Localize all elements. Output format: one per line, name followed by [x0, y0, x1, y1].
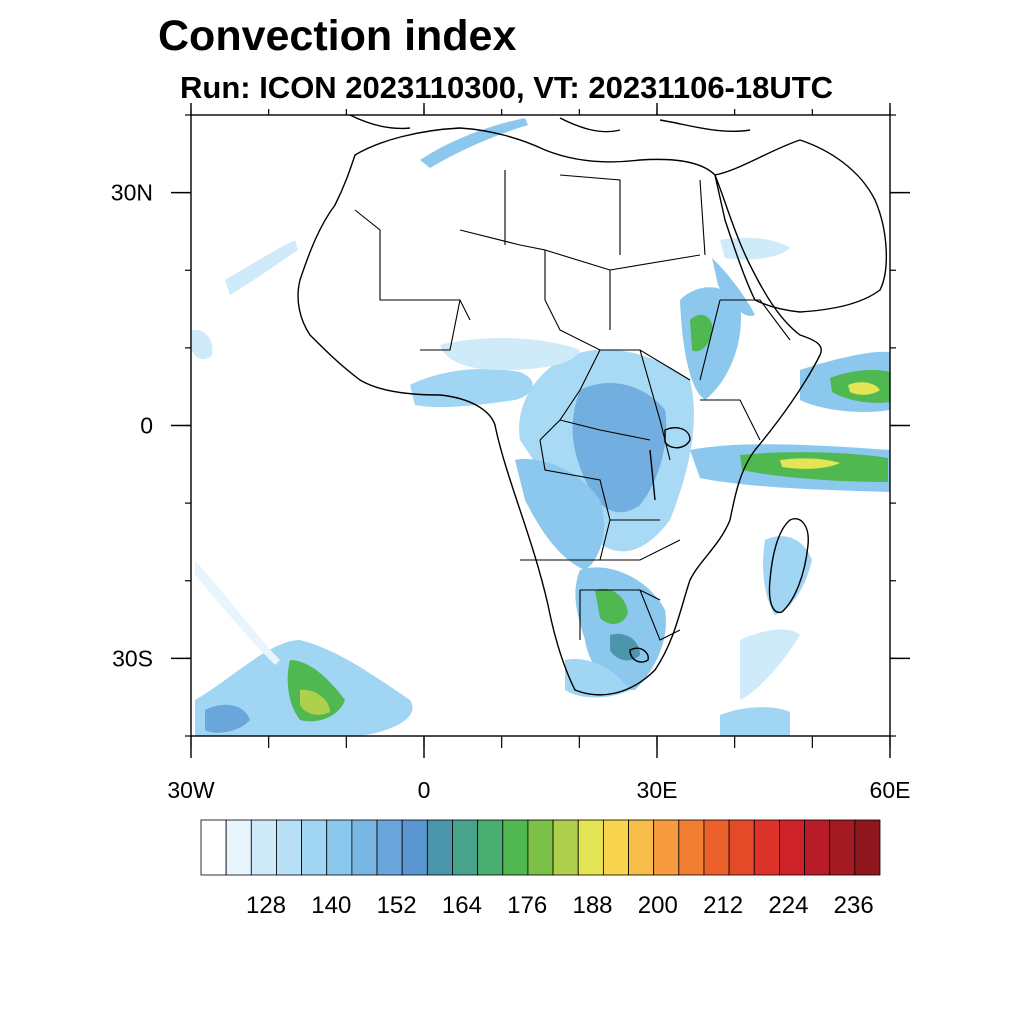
colorbar-swatch: [552, 819, 579, 876]
colorbar-label: 212: [703, 892, 743, 919]
colorbar-label: 128: [246, 892, 286, 919]
field-gulf-guinea: [410, 368, 533, 408]
lon-tick-label: 30W: [167, 777, 215, 803]
field-indian-ocean-south-yellow: [780, 458, 840, 469]
madagascar-outline: [768, 518, 809, 614]
map-outlines: [297, 115, 888, 696]
colorbar-swatch: [854, 819, 881, 876]
colorbar: 128 140 152 164 176 188 200 212 224 236: [200, 819, 881, 919]
colorbar-label: 164: [442, 892, 482, 919]
colorbar-swatch: [401, 819, 428, 876]
colorbar-swatch: [728, 819, 755, 876]
colorbar-swatch: [829, 819, 856, 876]
field-atlantic-streak-west: [192, 329, 213, 360]
lesotho: [629, 647, 649, 663]
colorbar-swatch: [225, 819, 252, 876]
lon-tick-label: 0: [418, 777, 431, 803]
colorbar-label: 152: [377, 892, 417, 919]
field-arabia-streak: [720, 237, 790, 260]
chart-subtitle: Run: ICON 2023110300, VT: 20231106-18UTC: [180, 70, 834, 105]
field-southern-africa-core: [595, 588, 628, 624]
colorbar-swatch: [351, 819, 378, 876]
axes: 30W 0 30E 60E 30N 0 30S: [111, 103, 911, 803]
field-cape: [565, 659, 630, 698]
lat-tick-label: 30N: [111, 180, 153, 206]
arabia-outline: [714, 139, 888, 313]
country-borders: [354, 170, 791, 641]
colorbar-label: 200: [638, 892, 678, 919]
africa-coastline: [297, 127, 822, 696]
lon-tick-label: 30E: [637, 777, 678, 803]
field-south-atlantic-yellowgreen: [300, 689, 330, 715]
field-madagascar: [763, 536, 812, 615]
field-atlantic-streak-north: [225, 240, 298, 295]
colorbar-label: 236: [834, 892, 874, 919]
field-ethiopia-green: [690, 314, 713, 352]
field-red-sea: [712, 258, 755, 316]
colorbar-swatch: [376, 819, 403, 876]
field-mediterranean: [420, 118, 528, 168]
field-atlantic-streak-sw: [195, 560, 280, 665]
colorbar-label: 224: [768, 892, 808, 919]
field-sahel-west: [440, 338, 580, 370]
colorbar-swatch: [502, 819, 529, 876]
colorbar-swatch: [779, 819, 805, 876]
colorbar-swatch: [703, 819, 730, 876]
colorbar-swatch: [678, 819, 705, 876]
convection-field: [192, 118, 890, 736]
colorbar-swatch: [301, 819, 328, 876]
colorbar-label: 140: [311, 892, 351, 919]
colorbar-swatch: [753, 819, 780, 876]
colorbar-swatch: [577, 819, 604, 876]
lake-victoria: [664, 427, 691, 449]
field-congo-coast: [515, 459, 605, 570]
lat-tick-label: 30S: [112, 645, 153, 671]
colorbar-swatch: [276, 819, 302, 876]
colorbar-swatch: [628, 819, 655, 876]
colorbar-label: 188: [572, 892, 612, 919]
colorbar-swatch: [602, 819, 629, 876]
mediterranean-north-coast: [349, 115, 751, 133]
colorbar-label: 176: [507, 892, 547, 919]
colorbar-swatch: [804, 819, 831, 876]
colorbar-swatch: [452, 819, 479, 876]
colorbar-swatch: [326, 819, 353, 876]
chart-title: Convection index: [158, 12, 517, 60]
colorbar-swatch: [200, 819, 227, 876]
lon-tick-label: 60E: [870, 777, 911, 803]
field-southern-africa-core2: [610, 633, 640, 661]
colorbar-swatch: [527, 819, 554, 876]
colorbar-swatch: [250, 819, 277, 876]
colorbar-swatch: [477, 819, 504, 876]
colorbar-swatch: [426, 819, 453, 876]
field-indian-ocean-north-yellow: [848, 382, 880, 395]
field-ethiopia: [680, 287, 741, 400]
field-south-atlantic-west: [205, 704, 250, 733]
field-central-africa-core: [572, 382, 667, 513]
colorbar-swatch: [653, 819, 680, 876]
lake-tanganyika: [649, 449, 656, 501]
field-mozambique-channel-streak: [740, 629, 800, 700]
lat-tick-label: 0: [140, 413, 153, 439]
field-south-indian-streak: [720, 707, 790, 736]
